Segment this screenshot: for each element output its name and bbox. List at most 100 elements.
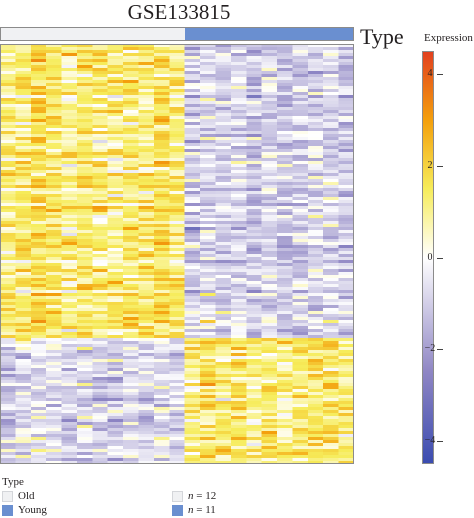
- heatmap-cell: [277, 116, 293, 120]
- heatmap-cell: [107, 440, 124, 444]
- heatmap-cell: [123, 89, 139, 93]
- heatmap-cell: [277, 98, 293, 102]
- heatmap-cell: [261, 137, 278, 141]
- heatmap-cell: [277, 107, 293, 111]
- heatmap-cell: [215, 62, 232, 66]
- heatmap-cell: [15, 287, 32, 291]
- heatmap-cell: [153, 104, 170, 108]
- heatmap-cell: [107, 152, 124, 156]
- heatmap-cell: [200, 248, 216, 252]
- heatmap-cell: [215, 59, 232, 63]
- heatmap-cell: [138, 221, 155, 225]
- heatmap-cell: [46, 419, 62, 423]
- heatmap-cell: [76, 332, 93, 336]
- heatmap-cell: [107, 398, 124, 402]
- heatmap-cell: [46, 281, 62, 285]
- heatmap-cell: [15, 161, 32, 165]
- heatmap-cell: [0, 212, 16, 216]
- heatmap-cell: [138, 62, 155, 66]
- heatmap-cell: [138, 239, 155, 243]
- heatmap-cell: [46, 353, 62, 357]
- heatmap-cell: [0, 410, 16, 414]
- heatmap-cell: [30, 200, 47, 204]
- heatmap-cell: [46, 389, 62, 393]
- heatmap-cell: [76, 68, 93, 72]
- heatmap-cell: [277, 272, 293, 276]
- heatmap-cell: [292, 224, 309, 228]
- heatmap-cell: [123, 323, 139, 327]
- heatmap-cell: [261, 245, 278, 249]
- heatmap-cell: [0, 80, 16, 84]
- heatmap-cell: [123, 161, 139, 165]
- heatmap-cell: [230, 134, 247, 138]
- heatmap-cell: [200, 212, 216, 216]
- heatmap-cell: [200, 251, 216, 255]
- heatmap-cell: [153, 194, 170, 198]
- heatmap-cell: [323, 317, 339, 321]
- heatmap-cell: [92, 215, 109, 219]
- heatmap-cell: [323, 218, 339, 222]
- heatmap-cell: [277, 215, 293, 219]
- heatmap-cell: [30, 191, 47, 195]
- heatmap-cell: [200, 59, 216, 63]
- heatmap-cell: [61, 152, 78, 156]
- heatmap-cell: [15, 239, 32, 243]
- heatmap-cell: [92, 422, 109, 426]
- heatmap-cell: [200, 257, 216, 261]
- heatmap-cell: [169, 401, 185, 405]
- heatmap-cell: [169, 77, 185, 81]
- heatmap-cell: [169, 200, 185, 204]
- heatmap-cell: [215, 437, 232, 441]
- heatmap-cell: [15, 140, 32, 144]
- heatmap-cell: [46, 116, 62, 120]
- heatmap-cell: [261, 92, 278, 96]
- heatmap-cell: [30, 50, 47, 54]
- heatmap-cell: [123, 263, 139, 267]
- heatmap-cell: [169, 374, 185, 378]
- heatmap-cell: [46, 260, 62, 264]
- heatmap-cell: [323, 371, 339, 375]
- heatmap-cell: [215, 251, 232, 255]
- heatmap-cell: [46, 203, 62, 207]
- heatmap-cell: [323, 62, 339, 66]
- heatmap-cell: [230, 59, 247, 63]
- heatmap-cell: [200, 392, 216, 396]
- heatmap-cell: [323, 269, 339, 273]
- heatmap-cell: [61, 404, 78, 408]
- heatmap-cell: [292, 242, 309, 246]
- heatmap-cell: [15, 206, 32, 210]
- heatmap-cell: [107, 203, 124, 207]
- heatmap-cell: [92, 284, 109, 288]
- heatmap-cell: [30, 392, 47, 396]
- heatmap-cell: [15, 380, 32, 384]
- heatmap-cell: [277, 428, 293, 432]
- heatmap-cell: [107, 401, 124, 405]
- heatmap-cell: [153, 200, 170, 204]
- heatmap-cell: [153, 389, 170, 393]
- heatmap-cell: [338, 116, 354, 120]
- heatmap-cell: [307, 53, 324, 57]
- heatmap-cell: [338, 224, 354, 228]
- type-bar-young: [184, 28, 353, 40]
- heatmap-cell: [30, 299, 47, 303]
- heatmap-cell: [307, 98, 324, 102]
- heatmap-cell: [0, 131, 16, 135]
- heatmap-cell: [92, 134, 109, 138]
- heatmap-cell: [230, 410, 247, 414]
- heatmap-cell: [15, 299, 32, 303]
- heatmap-cell: [153, 143, 170, 147]
- heatmap-cell: [138, 311, 155, 315]
- heatmap-cell: [46, 140, 62, 144]
- heatmap-cell: [15, 167, 32, 171]
- heatmap-cell: [92, 341, 109, 345]
- heatmap-cell: [30, 311, 47, 315]
- heatmap-cell: [138, 359, 155, 363]
- heatmap-cell: [138, 410, 155, 414]
- heatmap-cell: [307, 323, 324, 327]
- heatmap-cell: [15, 443, 32, 447]
- heatmap-cell: [307, 47, 324, 51]
- heatmap-cell: [261, 260, 278, 264]
- heatmap-cell: [0, 227, 16, 231]
- heatmap-cell: [230, 347, 247, 351]
- heatmap-cell: [277, 275, 293, 279]
